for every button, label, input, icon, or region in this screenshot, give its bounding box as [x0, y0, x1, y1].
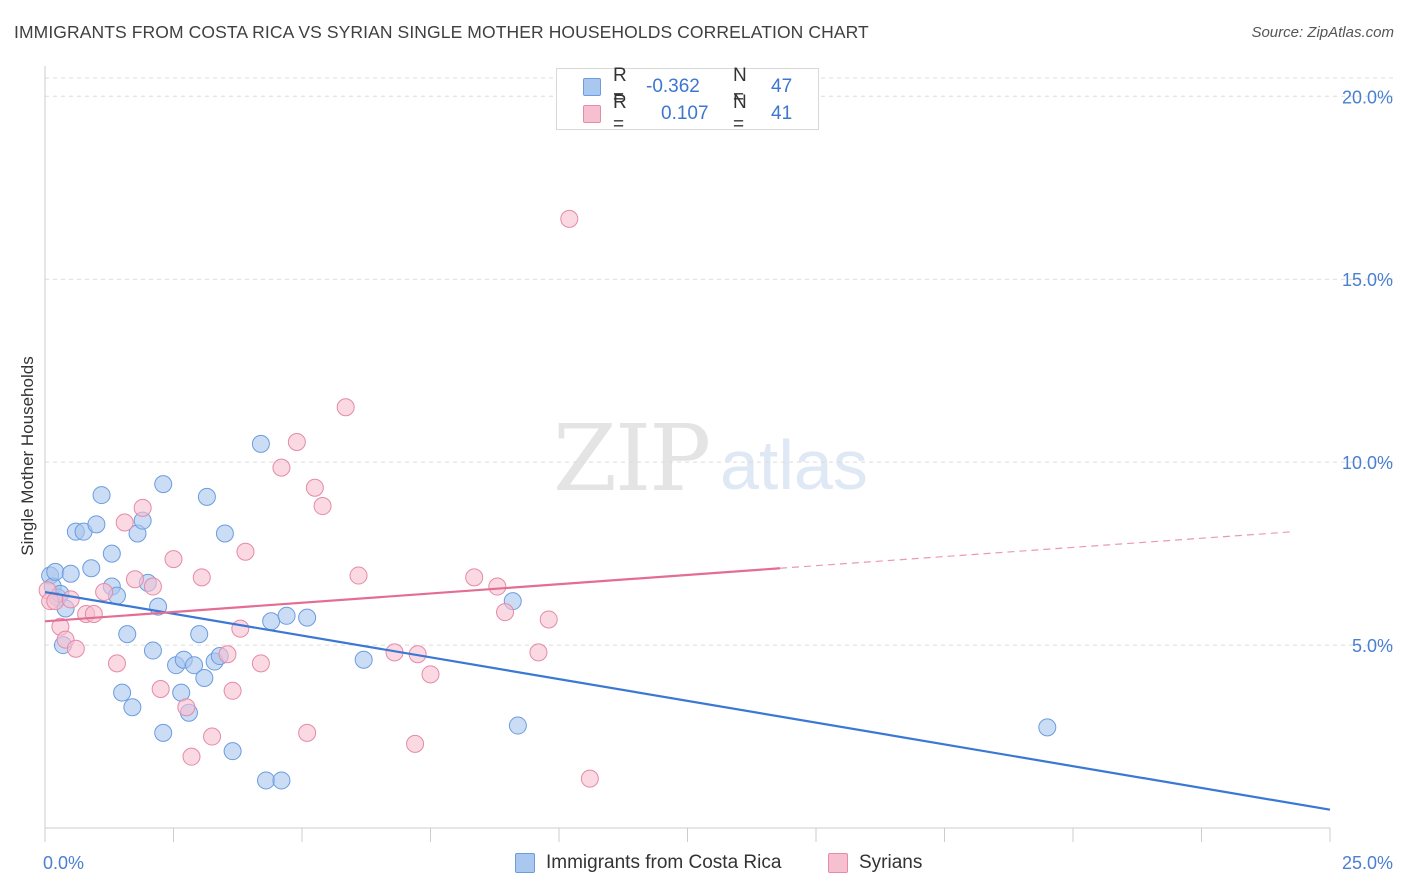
point-syrians: [66, 639, 85, 658]
legend: R = -0.362 N = 47 R = 0.107 N = 41: [556, 65, 819, 135]
legend-n-label: N =: [733, 92, 747, 135]
point-syrians: [223, 681, 242, 700]
point-syrians: [236, 542, 255, 561]
bottom-legend-label-costa-rica: Immigrants from Costa Rica: [546, 852, 782, 873]
y-tick-label: 15.0%: [1342, 270, 1393, 290]
point-costa-rica: [123, 698, 142, 717]
point-syrians: [272, 458, 291, 477]
point-syrians: [125, 570, 144, 589]
point-costa-rica: [185, 656, 204, 675]
point-costa-rica: [190, 625, 209, 644]
watermark-zip: ZIP: [553, 405, 711, 512]
x-tick-label: 0.0%: [43, 853, 84, 873]
legend-r-value: -0.362: [646, 76, 700, 97]
point-costa-rica: [223, 742, 242, 761]
point-costa-rica: [92, 486, 111, 505]
point-costa-rica: [508, 716, 527, 735]
bottom-legend-label-syrians: Syrians: [859, 852, 923, 873]
point-syrians: [251, 654, 270, 673]
point-costa-rica: [118, 625, 137, 644]
point-costa-rica: [61, 564, 80, 583]
point-costa-rica: [143, 641, 162, 660]
point-syrians: [107, 654, 126, 673]
y-tick-label: 20.0%: [1342, 87, 1393, 107]
source-credit: Source: ZipAtlas.com: [1251, 24, 1394, 41]
point-costa-rica: [298, 608, 317, 627]
point-costa-rica: [257, 771, 276, 790]
legend-n-label: N =: [733, 65, 747, 108]
point-syrians: [84, 604, 103, 623]
point-syrians: [61, 590, 80, 609]
legend-n-value: 41: [771, 103, 793, 124]
point-syrians: [465, 568, 484, 587]
point-syrians: [151, 679, 170, 698]
legend-swatch-syrians: [583, 105, 601, 123]
point-costa-rica: [197, 487, 216, 506]
point-syrians: [529, 643, 548, 662]
point-costa-rica: [354, 650, 373, 669]
x-tick-label: 25.0%: [1342, 853, 1393, 873]
point-syrians: [313, 497, 332, 516]
point-syrians: [298, 723, 317, 742]
point-syrians: [336, 398, 355, 417]
legend-n-value: 47: [771, 76, 793, 97]
point-costa-rica: [87, 515, 106, 534]
point-syrians: [95, 583, 114, 602]
bottom-legend-costa-rica: Immigrants from Costa Rica: [515, 852, 781, 874]
point-costa-rica: [46, 562, 65, 581]
trend-extension-syrians: [779, 531, 1295, 569]
point-costa-rica: [102, 544, 121, 563]
point-costa-rica: [113, 683, 132, 702]
point-costa-rica: [154, 475, 173, 494]
bottom-legend-syrians: Syrians: [828, 852, 922, 874]
point-costa-rica: [195, 669, 214, 687]
point-syrians: [177, 698, 196, 717]
chart-title: IMMIGRANTS FROM COSTA RICA VS SYRIAN SIN…: [14, 22, 869, 42]
bottom-legend-swatch-costa-rica: [515, 853, 535, 873]
point-costa-rica: [215, 524, 234, 543]
trend-line-syrians: [44, 567, 781, 623]
point-syrians: [488, 577, 507, 596]
point-syrians: [560, 209, 579, 228]
point-costa-rica: [262, 612, 281, 631]
point-syrians: [182, 747, 201, 766]
legend-r-value: 0.107: [661, 103, 709, 124]
point-syrians: [287, 433, 306, 452]
point-syrians: [421, 665, 440, 684]
y-tick-label: 5.0%: [1352, 636, 1393, 656]
trend-line-costa-rica: [44, 590, 1331, 811]
point-syrians: [349, 566, 368, 585]
watermark-atlas: atlas: [720, 426, 868, 504]
point-costa-rica: [251, 434, 270, 453]
point-syrians: [143, 577, 162, 596]
point-syrians: [305, 478, 324, 497]
point-costa-rica: [272, 771, 291, 790]
point-syrians: [115, 513, 134, 532]
point-syrians: [539, 610, 558, 629]
point-costa-rica: [277, 606, 296, 625]
point-costa-rica: [82, 559, 101, 578]
legend-swatch-costa-rica: [583, 78, 601, 96]
point-syrians: [231, 619, 250, 638]
legend-r-label: R =: [613, 65, 627, 108]
point-costa-rica: [1038, 718, 1057, 737]
y-tick-label: 10.0%: [1342, 453, 1393, 473]
point-costa-rica: [154, 723, 173, 742]
point-syrians: [192, 568, 211, 587]
point-syrians: [580, 769, 599, 788]
point-syrians: [218, 645, 237, 664]
point-syrians: [496, 603, 515, 622]
bottom-legend-swatch-syrians: [828, 853, 848, 873]
legend-r-label: R =: [613, 92, 627, 135]
point-syrians: [164, 550, 183, 569]
point-syrians: [203, 727, 222, 746]
point-syrians: [406, 734, 425, 753]
point-syrians: [133, 498, 152, 517]
